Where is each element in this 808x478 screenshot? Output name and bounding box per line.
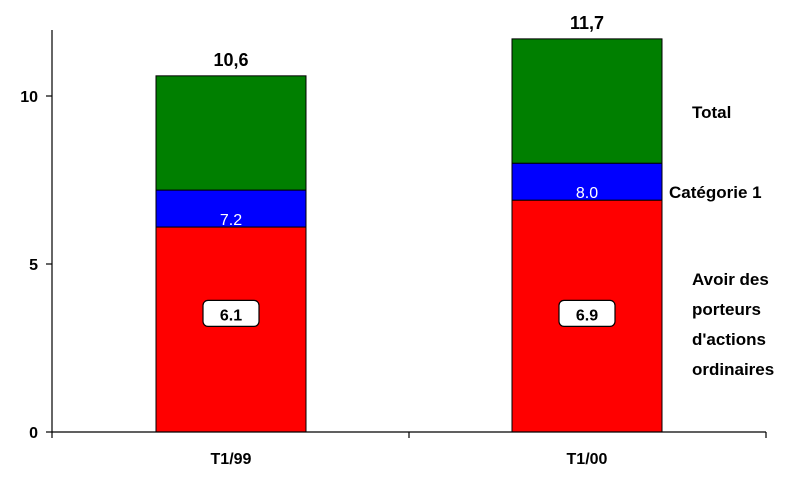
common-equity-value-label: 6.1 <box>220 307 242 324</box>
bars-layer <box>155 38 663 433</box>
common-equity-label-box <box>202 299 260 327</box>
legend-common-equity-line: Avoir des <box>692 270 769 289</box>
legend-common-equity-line: porteurs <box>692 300 761 319</box>
legend-total: Total <box>692 103 731 122</box>
axes-layer: 0 5 10 <box>20 30 767 442</box>
bar-segment-common-equity <box>155 226 307 433</box>
y-tick-label: 5 <box>29 257 38 274</box>
total-value-label: 10,6 <box>213 50 248 70</box>
bar-segment-tier1 <box>155 189 307 228</box>
common-equity-label-box <box>558 299 616 327</box>
x-tick-label: T1/00 <box>567 451 608 468</box>
y-tick-label: 0 <box>29 425 38 442</box>
legend-common-equity-line: d'actions <box>692 330 766 349</box>
y-tick-label: 10 <box>20 89 38 106</box>
bar-segment-total <box>511 38 663 164</box>
total-value-label: 11,7 <box>570 13 604 33</box>
legend: Total Catégorie 1 Avoir des porteurs d'actio… <box>669 103 774 379</box>
bar-segment-total <box>155 75 307 191</box>
tier1-value-label: 8.0 <box>576 185 598 202</box>
legend-tier1: Catégorie 1 <box>669 183 762 202</box>
tier1-value-label: 7.2 <box>220 212 242 229</box>
legend-common-equity-line: ordinaires <box>692 360 774 379</box>
common-equity-value-label: 6.9 <box>576 307 598 324</box>
labels-layer: 10,6 7.2 6.1 T1/99 11,7 8.0 6.9 T1/00 <box>202 13 616 468</box>
x-tick-label: T1/99 <box>211 451 252 468</box>
